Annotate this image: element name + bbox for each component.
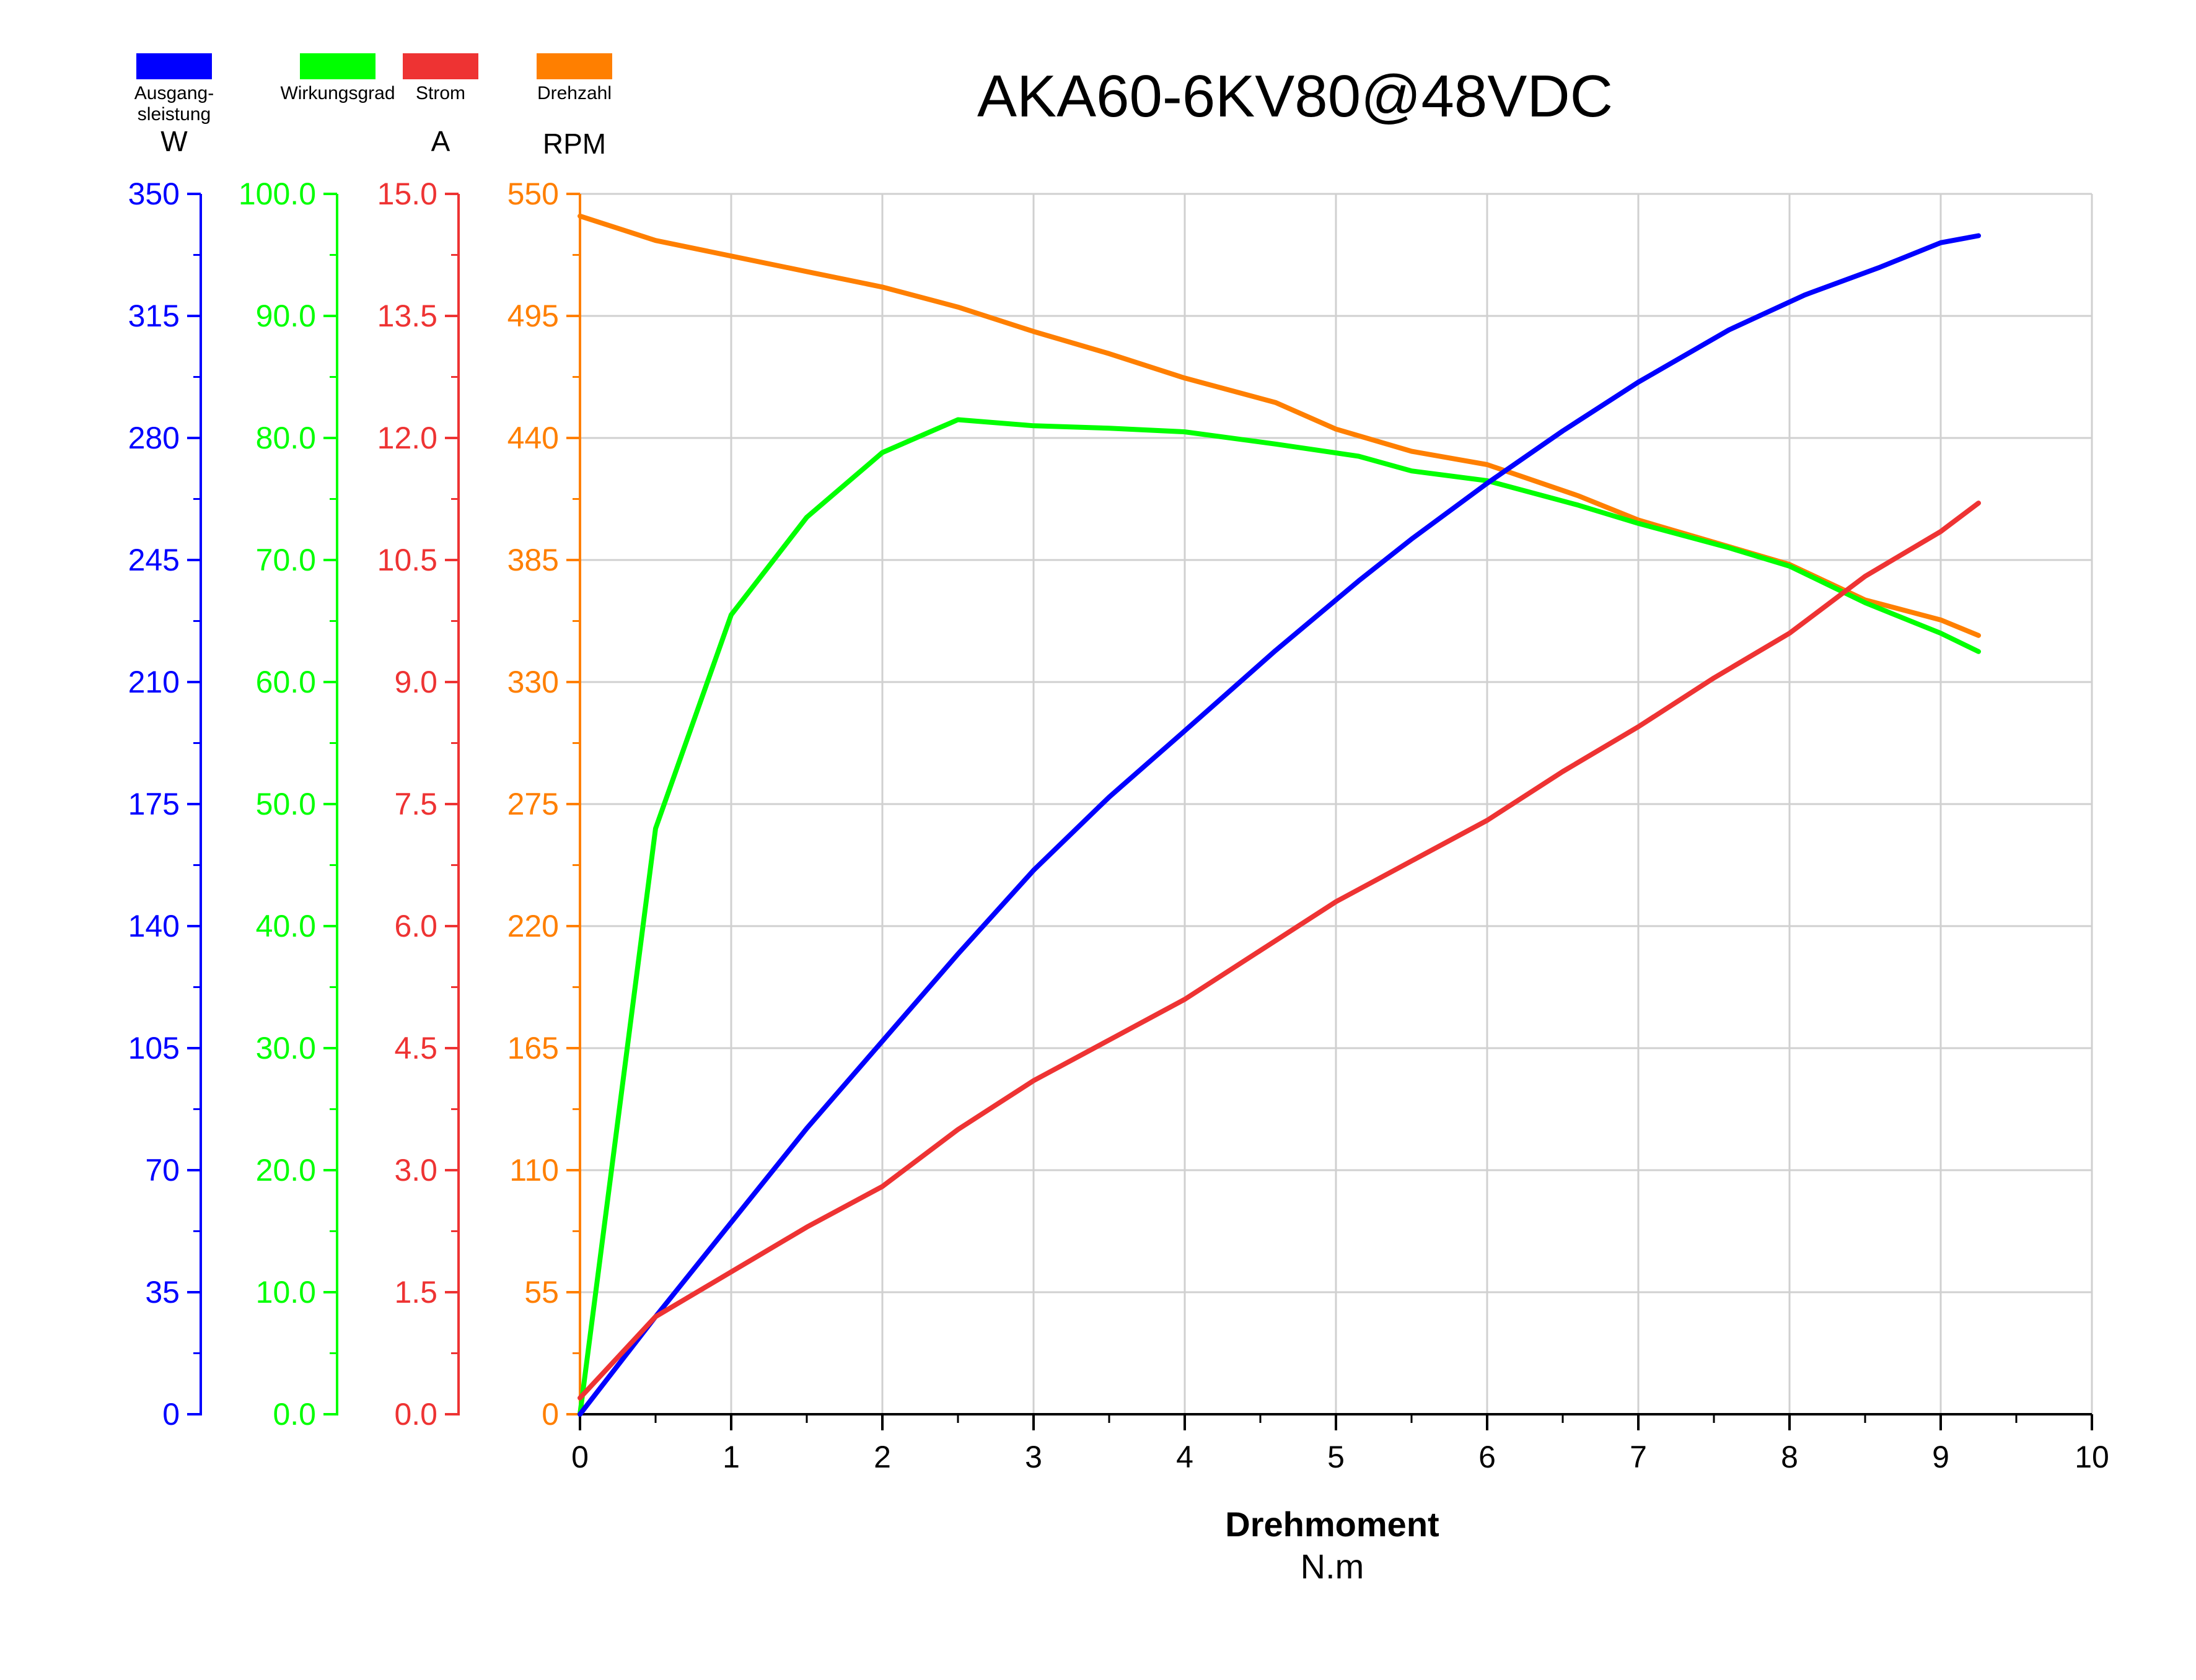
x-tick-label: 9: [1932, 1440, 1949, 1474]
efficiency-tick-label: 80.0: [256, 421, 316, 455]
speed-legend-label: Drehzahl: [537, 83, 612, 103]
x-tick-label: 4: [1176, 1440, 1193, 1474]
efficiency-tick-label: 20.0: [256, 1153, 316, 1188]
current-tick-label: 4.5: [394, 1031, 437, 1065]
current-tick-label: 3.0: [394, 1153, 437, 1188]
current-tick-label: 9.0: [394, 665, 437, 699]
efficiency-tick-label: 100.0: [239, 177, 316, 211]
speed-tick-label: 165: [507, 1031, 559, 1065]
x-tick-label: 8: [1781, 1440, 1798, 1474]
power-legend-label: Ausgang-: [134, 83, 214, 103]
series-lines: [578, 213, 1981, 1417]
speed-tick-label: 440: [507, 421, 559, 455]
x-tick-label: 7: [1630, 1440, 1647, 1474]
current-tick-label: 15.0: [377, 177, 437, 211]
efficiency-series-line: [578, 417, 1981, 1417]
current-legend-label: Strom: [416, 83, 465, 103]
power-tick-label: 0: [162, 1397, 180, 1432]
speed-unit-label: RPM: [543, 128, 606, 160]
power-series-line: [578, 233, 1981, 1417]
x-tick-label: 1: [722, 1440, 740, 1474]
current-tick-label: 12.0: [377, 421, 437, 455]
power-tick-label: 140: [128, 909, 180, 943]
axes: 0 1 2 3 4 5 6 7 8 9 10 0 35 70 105 140 175 210 245 280 315 35…: [128, 177, 2109, 1474]
efficiency-legend-label: Wirkungsgrad: [280, 83, 395, 103]
efficiency-tick-label: 30.0: [256, 1031, 316, 1065]
power-tick-label: 280: [128, 421, 180, 455]
power-tick-label: 175: [128, 787, 180, 821]
current-tick-label: 1.5: [394, 1275, 437, 1310]
x-tick-label: 10: [2075, 1440, 2109, 1474]
power-legend-swatch: [136, 53, 212, 79]
power-tick-label: 35: [145, 1275, 180, 1310]
x-tick-label: 2: [874, 1440, 891, 1474]
power-unit-label: W: [160, 125, 188, 157]
power-legend-label: sleistung: [138, 104, 211, 125]
speed-tick-label: 550: [507, 177, 559, 211]
current-tick-label: 0.0: [394, 1397, 437, 1432]
x-tick-label: 5: [1327, 1440, 1345, 1474]
efficiency-tick-label: 90.0: [256, 299, 316, 333]
speed-series-line: [578, 213, 1981, 638]
power-tick-label: 245: [128, 543, 180, 577]
speed-tick-label: 110: [509, 1153, 559, 1188]
current-unit-label: A: [431, 125, 450, 157]
efficiency-tick-label: 50.0: [256, 787, 316, 821]
speed-tick-label: 55: [524, 1275, 559, 1310]
current-tick-label: 10.5: [377, 543, 437, 577]
current-tick-label: 6.0: [394, 909, 437, 943]
x-tick-label: 3: [1025, 1440, 1042, 1474]
efficiency-legend-swatch: [300, 53, 376, 79]
speed-tick-label: 275: [507, 787, 559, 821]
power-tick-label: 210: [128, 665, 180, 699]
x-tick-label: 0: [571, 1440, 589, 1474]
speed-tick-label: 495: [507, 299, 559, 333]
current-legend-swatch: [403, 53, 478, 79]
chart-title: AKA60-6KV80@48VDC: [977, 63, 1613, 129]
speed-tick-label: 220: [507, 909, 559, 943]
power-tick-label: 315: [128, 299, 180, 333]
speed-tick-label: 385: [507, 543, 559, 577]
x-axis-unit: N.m: [1301, 1547, 1364, 1586]
speed-legend-swatch: [537, 53, 612, 79]
efficiency-tick-label: 10.0: [256, 1275, 316, 1310]
efficiency-tick-label: 40.0: [256, 909, 316, 943]
x-axis-label: Drehmoment: [1225, 1505, 1439, 1544]
speed-tick-label: 0: [542, 1397, 559, 1432]
efficiency-tick-label: 0.0: [273, 1397, 316, 1432]
current-tick-label: 13.5: [377, 299, 437, 333]
speed-tick-label: 330: [507, 665, 559, 699]
efficiency-tick-label: 60.0: [256, 665, 316, 699]
power-tick-label: 70: [145, 1153, 180, 1188]
efficiency-tick-label: 70.0: [256, 543, 316, 577]
current-tick-label: 7.5: [394, 787, 437, 821]
current-series-line: [578, 501, 1981, 1401]
power-tick-label: 350: [128, 177, 180, 211]
x-tick-label: 6: [1478, 1440, 1496, 1474]
grid-lines: [580, 193, 2093, 1414]
power-tick-label: 105: [128, 1031, 180, 1065]
